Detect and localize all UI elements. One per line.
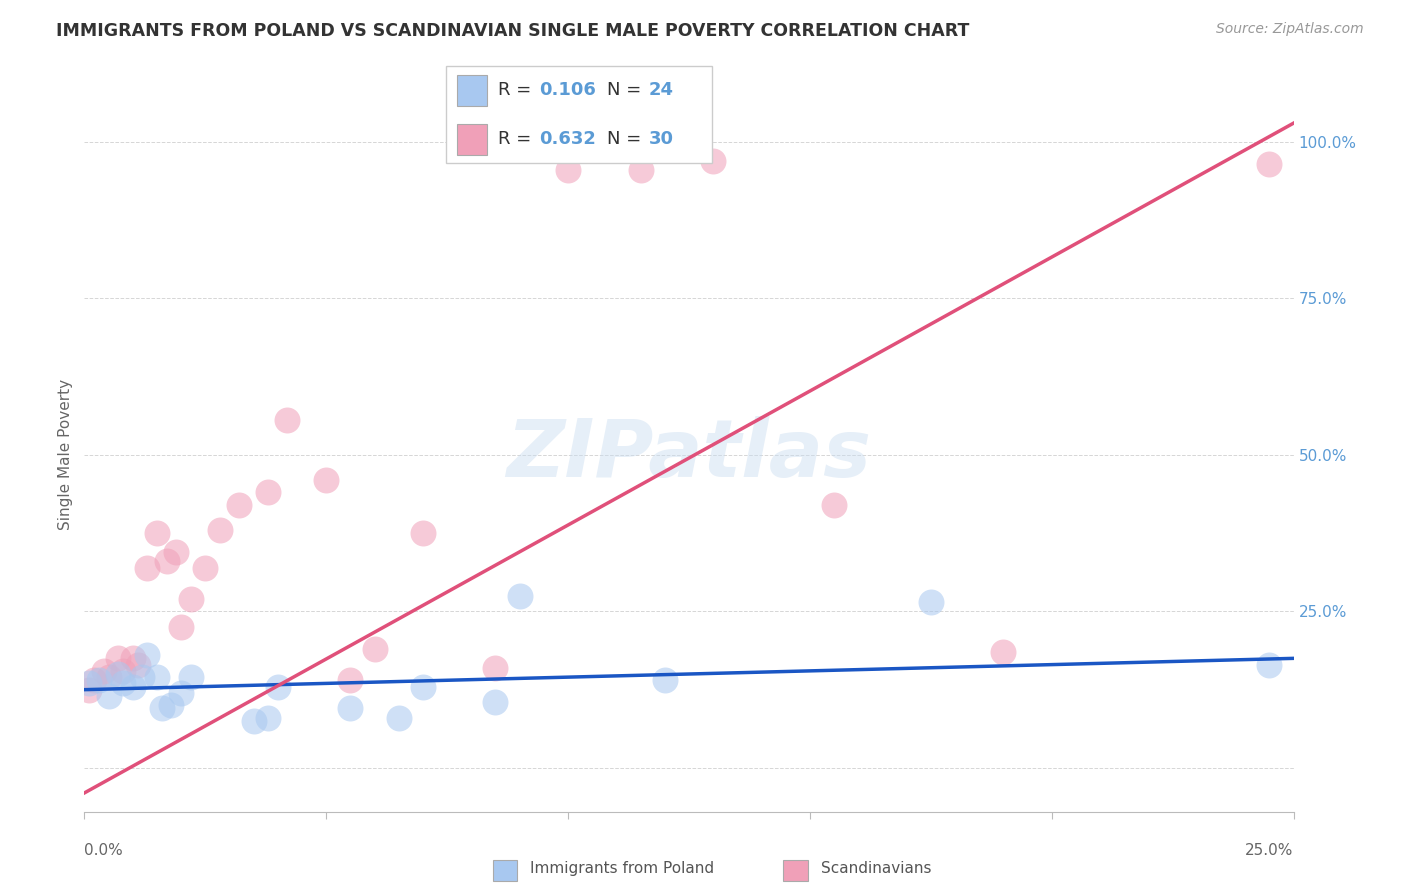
Point — [83, 673, 105, 688]
FancyBboxPatch shape — [457, 75, 486, 105]
Point — [257, 711, 280, 725]
Point — [87, 673, 110, 688]
Point — [77, 676, 100, 690]
Text: 0.632: 0.632 — [538, 130, 596, 148]
Point — [146, 526, 169, 541]
Point — [170, 620, 193, 634]
Point — [412, 680, 434, 694]
Point — [654, 673, 676, 688]
Point — [127, 657, 149, 672]
Point — [557, 163, 579, 178]
Point — [112, 676, 135, 690]
Point — [630, 163, 652, 178]
Point — [363, 642, 385, 657]
Text: 24: 24 — [648, 81, 673, 99]
Point — [160, 698, 183, 713]
Point — [208, 523, 231, 537]
Point — [339, 673, 361, 688]
Text: N =: N = — [607, 81, 647, 99]
Text: N =: N = — [607, 130, 647, 148]
Point — [180, 670, 202, 684]
Text: IMMIGRANTS FROM POLAND VS SCANDINAVIAN SINGLE MALE POVERTY CORRELATION CHART: IMMIGRANTS FROM POLAND VS SCANDINAVIAN S… — [56, 22, 970, 40]
Point — [228, 498, 250, 512]
Point — [276, 413, 298, 427]
FancyBboxPatch shape — [457, 124, 486, 155]
Point — [339, 701, 361, 715]
Point — [165, 545, 187, 559]
Point — [315, 473, 337, 487]
Text: Source: ZipAtlas.com: Source: ZipAtlas.com — [1216, 22, 1364, 37]
Text: Scandinavians: Scandinavians — [821, 862, 931, 876]
Text: 25.0%: 25.0% — [1246, 843, 1294, 858]
Text: 0.0%: 0.0% — [84, 843, 124, 858]
Point — [170, 686, 193, 700]
Text: R =: R = — [498, 81, 537, 99]
FancyBboxPatch shape — [492, 860, 517, 880]
Point — [702, 153, 724, 168]
Point — [993, 645, 1015, 659]
Point — [97, 689, 120, 703]
Point — [150, 701, 173, 715]
Point — [1258, 657, 1281, 672]
Point — [194, 560, 217, 574]
Point — [146, 670, 169, 684]
Text: 0.106: 0.106 — [538, 81, 596, 99]
Text: ZIPatlas: ZIPatlas — [506, 416, 872, 494]
Point — [242, 714, 264, 728]
Point — [93, 664, 115, 678]
Point — [121, 680, 143, 694]
Point — [412, 526, 434, 541]
Point — [823, 498, 845, 512]
Text: 30: 30 — [648, 130, 673, 148]
Y-axis label: Single Male Poverty: Single Male Poverty — [58, 379, 73, 531]
Point — [77, 682, 100, 697]
Point — [267, 680, 290, 694]
Point — [155, 554, 177, 568]
Point — [388, 711, 411, 725]
Point — [484, 661, 506, 675]
Point — [136, 648, 159, 663]
Point — [97, 670, 120, 684]
Point — [509, 589, 531, 603]
Point — [1258, 157, 1281, 171]
FancyBboxPatch shape — [783, 860, 808, 880]
Point — [121, 651, 143, 665]
Point — [180, 591, 202, 606]
Point — [131, 670, 153, 684]
Point — [920, 595, 942, 609]
Text: R =: R = — [498, 130, 537, 148]
FancyBboxPatch shape — [446, 65, 711, 163]
Point — [107, 651, 129, 665]
Text: Immigrants from Poland: Immigrants from Poland — [530, 862, 714, 876]
Point — [484, 695, 506, 709]
Point — [107, 667, 129, 681]
Point — [112, 664, 135, 678]
Point — [136, 560, 159, 574]
Point — [257, 485, 280, 500]
